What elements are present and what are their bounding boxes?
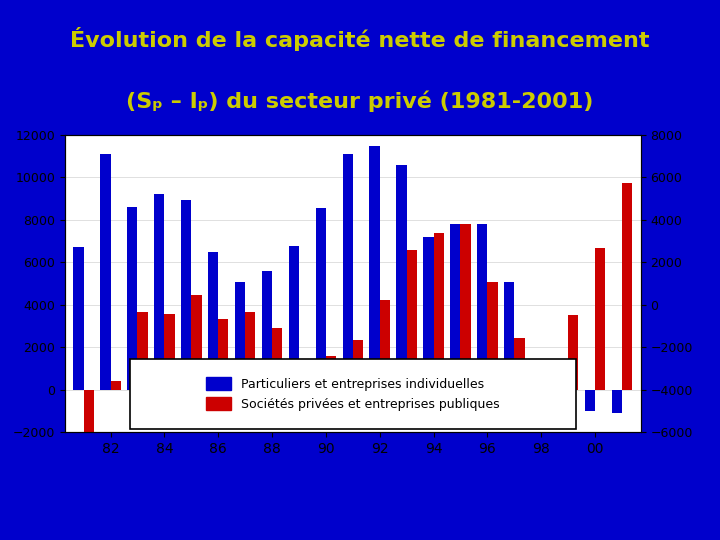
Bar — [568, 315, 578, 389]
Bar — [181, 200, 192, 389]
Bar — [585, 389, 595, 411]
Bar — [423, 237, 433, 389]
Text: (Sₚ – Iₚ) du secteur privé (1981-2001): (Sₚ – Iₚ) du secteur privé (1981-2001) — [126, 90, 594, 112]
Bar — [164, 314, 175, 389]
Bar — [450, 224, 461, 389]
Bar — [245, 312, 256, 389]
Bar — [558, 380, 568, 389]
Bar — [111, 381, 121, 389]
Bar — [461, 224, 471, 389]
Bar — [84, 389, 94, 434]
Bar — [487, 282, 498, 389]
Bar — [433, 233, 444, 389]
Bar — [138, 312, 148, 389]
Bar — [192, 295, 202, 389]
Bar — [595, 248, 606, 389]
Bar — [218, 319, 228, 389]
Bar — [379, 300, 390, 389]
Bar — [407, 249, 417, 389]
Bar — [514, 338, 525, 389]
Bar — [397, 165, 407, 389]
Bar — [127, 207, 138, 389]
Bar — [299, 379, 309, 389]
Text: Évolution de la capacité nette de financement: Évolution de la capacité nette de financ… — [71, 27, 649, 51]
Bar — [343, 154, 353, 389]
Bar — [612, 389, 622, 413]
Bar — [100, 154, 111, 389]
Bar — [235, 282, 245, 389]
Bar — [272, 328, 282, 389]
Bar — [208, 252, 218, 389]
Bar — [477, 224, 487, 389]
Bar — [262, 271, 272, 389]
Bar — [315, 208, 326, 389]
Bar — [73, 247, 84, 389]
Bar — [622, 183, 632, 389]
FancyBboxPatch shape — [130, 359, 576, 429]
Legend: Particuliers et entreprises individuelles, Sociétés privées et entreprises publi: Particuliers et entreprises individuelle… — [199, 371, 506, 417]
Bar — [326, 356, 336, 389]
Bar — [504, 282, 514, 389]
Bar — [531, 381, 541, 389]
Bar — [154, 194, 164, 389]
Bar — [289, 246, 299, 389]
Bar — [541, 361, 552, 389]
Bar — [353, 340, 363, 389]
Bar — [369, 146, 379, 389]
